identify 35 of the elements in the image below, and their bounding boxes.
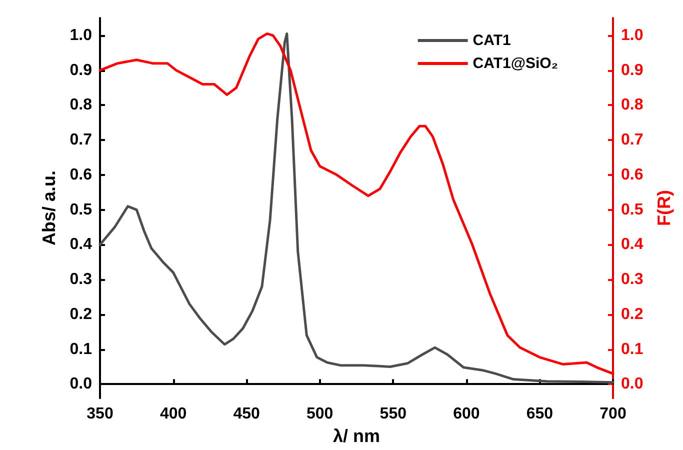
legend-label: CAT1 (472, 32, 511, 49)
y2-tick-label: 0.4 (621, 236, 644, 254)
y-tick-label: 0.7 (70, 132, 92, 149)
y2-tick-label: 0.5 (621, 201, 644, 218)
x-tick-label: 400 (160, 406, 187, 423)
y2-tick-label: 0.1 (621, 340, 644, 358)
y2-tick-label: 1.0 (621, 26, 644, 44)
y2-axis-title: F(R) (654, 190, 674, 226)
y-tick-label: 1.0 (70, 26, 92, 44)
y2-tick-label: 0.9 (621, 62, 644, 79)
y-tick-label: 0.4 (70, 236, 92, 254)
x-tick-label: 350 (86, 406, 114, 423)
y-tick-label: 0.9 (70, 62, 92, 79)
y-tick-label: 0.3 (70, 271, 92, 288)
y2-tick-label: 0.8 (621, 96, 644, 114)
x-tick-label: 700 (600, 406, 626, 423)
y2-tick-label: 0.0 (621, 376, 644, 393)
x-tick-label: 500 (306, 406, 334, 423)
y-tick-label: 0.5 (70, 201, 92, 218)
x-tick-label: 600 (453, 406, 480, 423)
y-tick-label: 0.0 (70, 376, 92, 393)
y2-tick-label: 0.7 (621, 132, 644, 149)
y-tick-label: 0.1 (70, 340, 92, 358)
x-tick-label: 550 (380, 406, 407, 423)
y-tick-label: 0.2 (70, 306, 92, 323)
y-axis-title: Abs/ a.u. (39, 170, 59, 246)
x-tick-label: 650 (526, 406, 554, 423)
y2-tick-label: 0.3 (621, 271, 644, 288)
x-axis-title: λ/ nm (332, 426, 380, 446)
y-tick-label: 0.6 (70, 166, 92, 184)
y2-tick-label: 0.6 (621, 166, 644, 184)
x-tick-label: 450 (233, 406, 260, 423)
y2-tick-label: 0.2 (621, 306, 644, 323)
y-tick-label: 0.8 (70, 96, 92, 114)
legend-label: CAT1@SiO₂ (472, 55, 558, 72)
